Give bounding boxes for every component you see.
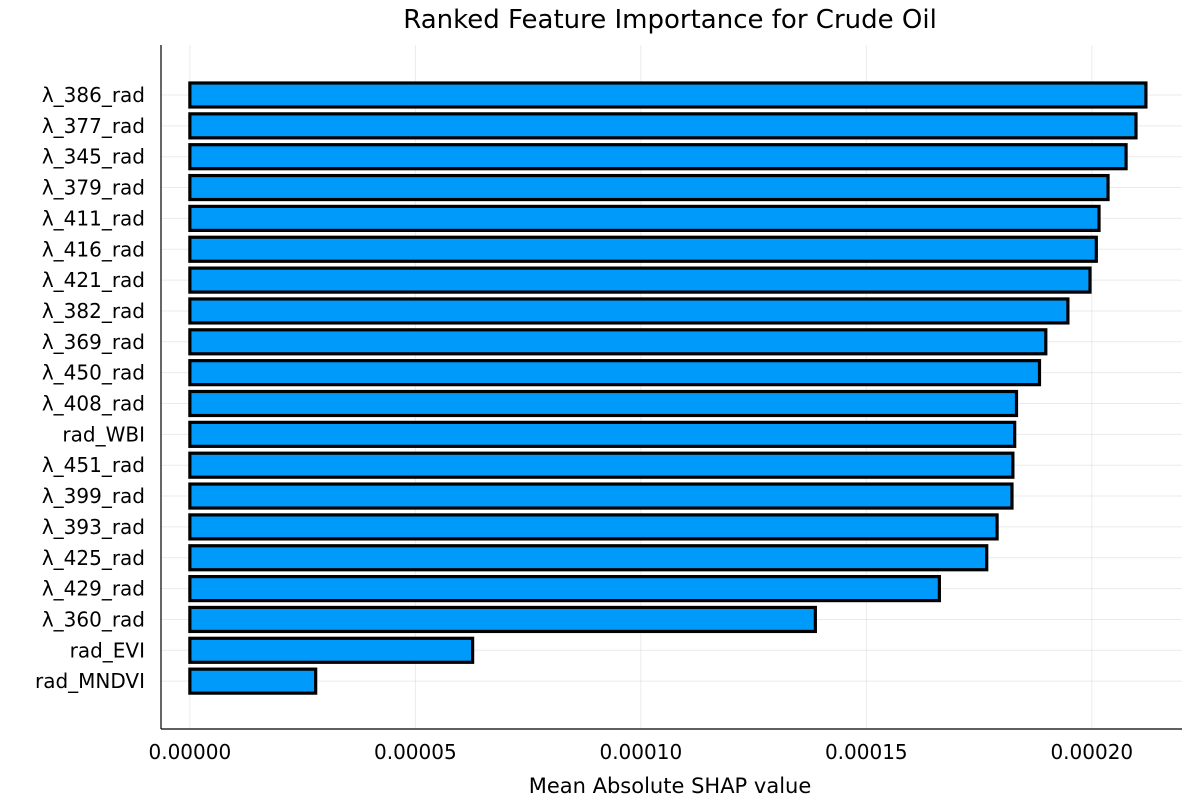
y-tick-label: λ_425_rad (42, 546, 145, 570)
x-tick-label: 0.00010 (599, 740, 682, 764)
y-tick-label: rad_EVI (70, 638, 145, 662)
bar (188, 266, 1092, 294)
bar (188, 667, 318, 695)
x-tick-label: 0.00005 (374, 740, 457, 764)
bar (188, 143, 1128, 171)
y-tick-label: λ_421_rad (42, 268, 145, 292)
x-axis-label: Mean Absolute SHAP value (529, 774, 812, 798)
y-tick-label: λ_408_rad (42, 392, 145, 416)
bar (188, 235, 1098, 263)
y-tick-label: λ_450_rad (42, 361, 145, 385)
y-tick-label: λ_399_rad (42, 484, 145, 508)
y-tick-label: λ_416_rad (42, 237, 145, 261)
x-tick-label: 0.00020 (1050, 740, 1133, 764)
y-tick-label: λ_411_rad (42, 206, 145, 230)
bar (188, 636, 475, 664)
bar (188, 173, 1110, 202)
y-tick-label: λ_451_rad (42, 453, 145, 477)
bar (188, 112, 1138, 140)
y-tick-label: rad_WBI (62, 422, 145, 446)
y-tick-label: λ_345_rad (42, 145, 145, 169)
y-tick-label: λ_369_rad (42, 330, 145, 354)
bar (188, 451, 1015, 479)
bar (188, 544, 989, 572)
bar (188, 204, 1101, 232)
bar (188, 482, 1014, 510)
y-tick-label: λ_393_rad (42, 515, 145, 539)
x-tick-label: 0.00000 (149, 740, 232, 764)
bar (188, 81, 1148, 109)
bar (188, 513, 999, 541)
bar (188, 297, 1070, 325)
x-tick-label: 0.00015 (825, 740, 908, 764)
y-tick-label: λ_379_rad (42, 176, 145, 200)
bars (188, 81, 1148, 695)
y-tick-label: λ_386_rad (42, 83, 145, 107)
y-tick-label: λ_360_rad (42, 607, 145, 631)
x-tick-labels: 0.00000 0.00005 0.00010 0.00015 0.00020 (149, 740, 1134, 764)
chart-title: Ranked Feature Importance for Crude Oil (403, 5, 937, 35)
y-tick-label: λ_429_rad (42, 577, 145, 601)
y-tick-label: λ_382_rad (42, 299, 145, 323)
y-tick-label: λ_377_rad (42, 114, 145, 138)
y-tick-label: rad_MNDVI (35, 669, 145, 693)
bar (188, 420, 1017, 448)
bar (188, 359, 1042, 387)
bar (188, 328, 1048, 356)
bar (188, 574, 941, 603)
bar (188, 389, 1019, 418)
bar (188, 605, 817, 634)
y-tick-labels: λ_386_rad λ_377_rad λ_345_rad λ_379_rad λ_41… (35, 83, 145, 693)
